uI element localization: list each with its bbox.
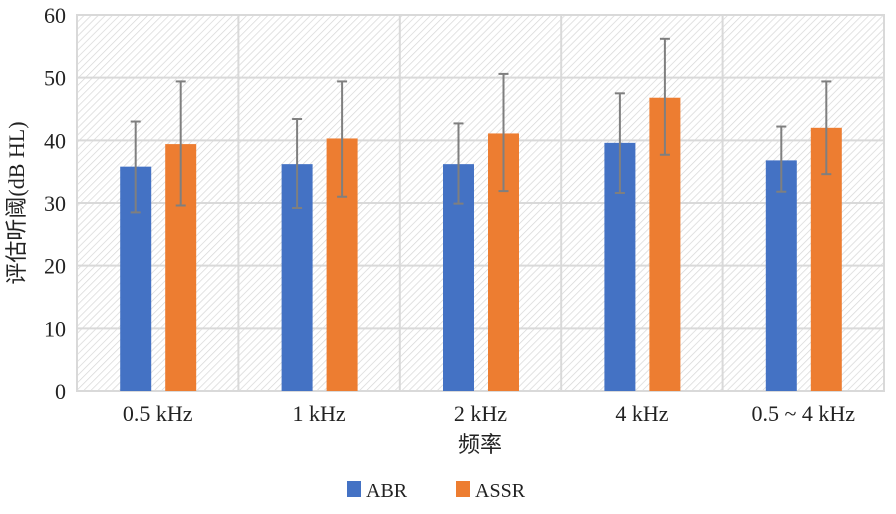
y-tick-label: 10 (44, 316, 66, 341)
y-tick-label: 50 (44, 66, 66, 91)
y-tick-label: 20 (44, 254, 66, 279)
x-tick-labels: 0.5 kHz 1 kHz 2 kHz 4 kHz 0.5 ~ 4 kHz (123, 401, 855, 426)
error-bars (130, 37, 832, 214)
x-tick-label: 2 kHz (454, 401, 507, 426)
legend-label-assr: ASSR (475, 480, 526, 502)
legend-swatch-abr (347, 481, 361, 497)
x-axis-title: 频率 (458, 432, 502, 457)
y-tick-label: 0 (55, 379, 66, 404)
bar-abr (765, 160, 797, 391)
x-tick-label: 0.5 ~ 4 kHz (752, 401, 856, 426)
x-tick-label: 1 kHz (293, 401, 346, 426)
legend-swatch-assr (456, 481, 470, 497)
x-tick-label: 4 kHz (615, 401, 668, 426)
y-axis-title: 评估听阈(dB HL) (4, 121, 29, 284)
y-tick-label: 40 (44, 128, 66, 153)
legend: ABR ASSR (347, 480, 526, 502)
bars (120, 97, 842, 392)
x-tick-label: 0.5 kHz (123, 401, 193, 426)
gridlines (77, 14, 884, 392)
legend-label-abr: ABR (366, 480, 408, 502)
y-tick-label: 30 (44, 191, 66, 216)
y-tick-labels: 0 10 20 30 40 50 60 (44, 3, 66, 404)
y-tick-label: 60 (44, 3, 66, 28)
